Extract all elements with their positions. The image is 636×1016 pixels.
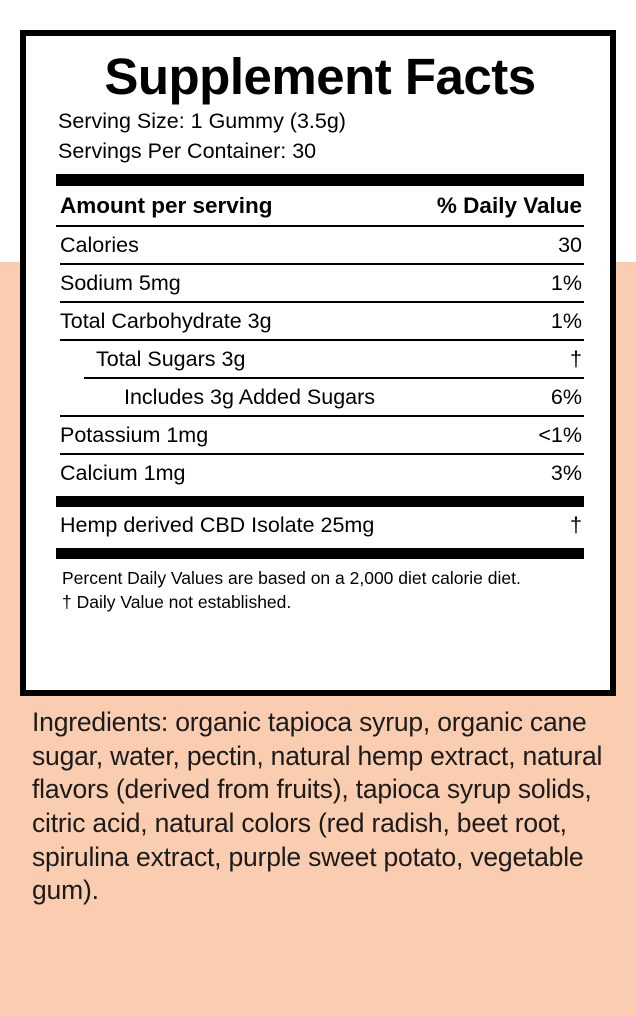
footnote-dagger: † Daily Value not established. — [62, 591, 292, 612]
active-ingredient-label: Hemp derived CBD Isolate 25mg — [60, 512, 375, 537]
row-divider — [60, 338, 584, 341]
servings-per-container-line: Servings Per Container: 30 — [58, 139, 317, 164]
row-divider — [60, 300, 584, 303]
serving-size-line: Serving Size: 1 Gummy (3.5g) — [58, 108, 346, 133]
active-ingredient-value: † — [570, 512, 582, 537]
table-row: Potassium 1mg <1% — [56, 417, 584, 453]
nutrient-value: 1% — [550, 308, 582, 333]
nutrient-value: 6% — [550, 384, 582, 409]
divider-thick-top — [56, 173, 584, 186]
nutrient-value: 1% — [550, 270, 582, 295]
divider-thick-middle — [56, 495, 584, 507]
nutrient-label: Includes 3g Added Sugars — [124, 384, 376, 409]
row-divider — [84, 376, 584, 379]
daily-value-label: % Daily Value — [436, 192, 582, 218]
row-divider — [60, 262, 584, 265]
footnote-daily-values: Percent Daily Values are based on a 2,00… — [62, 567, 521, 588]
nutrient-label: Potassium 1mg — [60, 422, 209, 447]
ingredients-text: Ingredients: organic tapioca syrup, orga… — [32, 707, 603, 906]
table-row: Total Carbohydrate 3g 1% — [56, 303, 584, 339]
amount-per-serving-label: Amount per serving — [60, 192, 273, 218]
nutrient-label: Calcium 1mg — [60, 460, 186, 485]
row-divider — [60, 452, 584, 455]
page-title: Supplement Facts — [104, 48, 536, 105]
divider-under-header — [56, 224, 584, 227]
table-row: Calcium 1mg 3% — [56, 455, 584, 491]
table-row: Total Sugars 3g † — [56, 341, 584, 377]
nutrient-value: <1% — [538, 422, 582, 447]
table-row: Calories 30 — [56, 227, 584, 263]
nutrient-value: † — [570, 346, 582, 371]
nutrient-value: 30 — [558, 232, 582, 257]
supplement-facts-panel: Supplement Facts Serving Size: 1 Gummy (… — [20, 30, 616, 696]
active-ingredient-row: Hemp derived CBD Isolate 25mg † — [56, 507, 584, 543]
row-divider — [60, 414, 584, 417]
table-row: Includes 3g Added Sugars 6% — [56, 379, 584, 415]
divider-thick-bottom — [56, 547, 584, 559]
nutrient-value: 3% — [550, 460, 582, 485]
nutrient-label: Calories — [60, 232, 139, 257]
table-header-row: Amount per serving % Daily Value — [56, 186, 584, 225]
nutrient-label: Total Sugars 3g — [96, 346, 246, 371]
nutrient-label: Total Carbohydrate 3g — [60, 308, 272, 333]
nutrient-label: Sodium 5mg — [60, 270, 181, 295]
table-row: Sodium 5mg 1% — [56, 265, 584, 301]
